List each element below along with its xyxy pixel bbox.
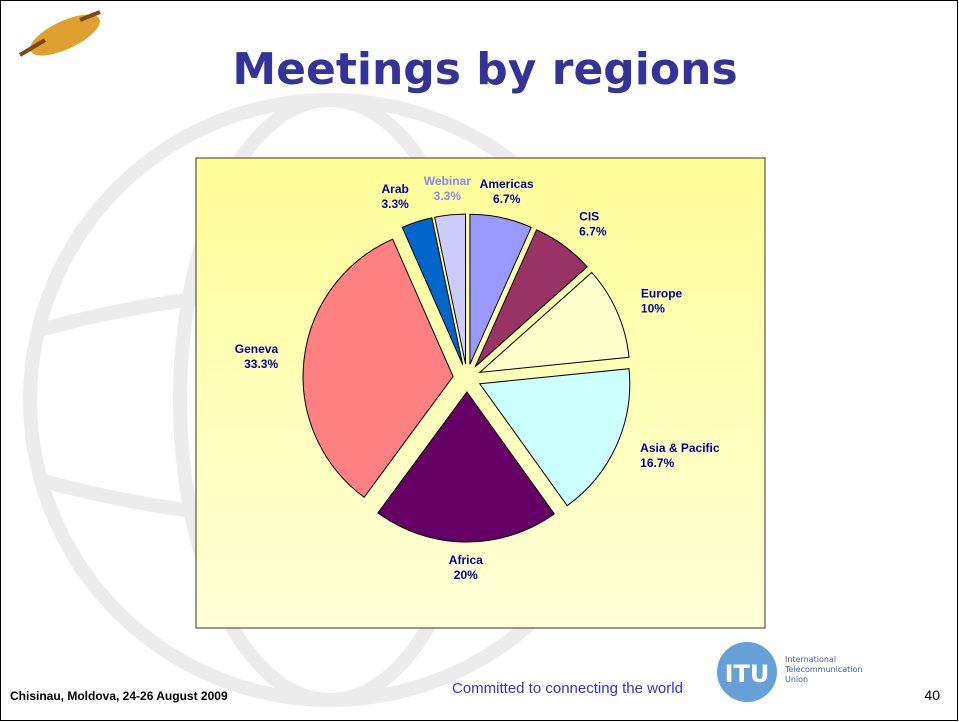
logo-name: Telecommunication [784,665,862,674]
footer-location: Chisinau, Moldova, 24-26 August 2009 [10,689,228,703]
slice-value-label: 6.7% [493,192,521,206]
footer-slogan: Committed to connecting the world [452,680,683,697]
slide: Meetings by regions Americas6.7%CIS6.7%E… [0,0,959,722]
slice-label: Arab [382,182,409,196]
slice-label: CIS [579,210,599,224]
page-number: 40 [924,687,940,703]
slice-label: Geneva [235,342,279,356]
logo-abbr: ITU [725,660,770,688]
slice-label: Europe [641,286,683,300]
logo-name: Union [785,675,808,684]
slice-value-label: 20% [454,568,478,582]
slice-value-label: 16.7% [640,456,674,470]
logo-name: International [785,655,836,664]
slice-value-label: 3.3% [434,189,462,203]
slice-value-label: 33.3% [244,357,278,371]
slice-value-label: 6.7% [579,225,607,239]
slice-value-label: 3.3% [381,197,409,211]
slice-label: Africa [449,553,483,567]
slice-label: Webinar [424,174,471,188]
slice-label: Americas [480,177,534,191]
slide-title: Meetings by regions [232,44,737,95]
slice-value-label: 10% [641,301,665,315]
slice-label: Asia & Pacific [640,441,720,455]
